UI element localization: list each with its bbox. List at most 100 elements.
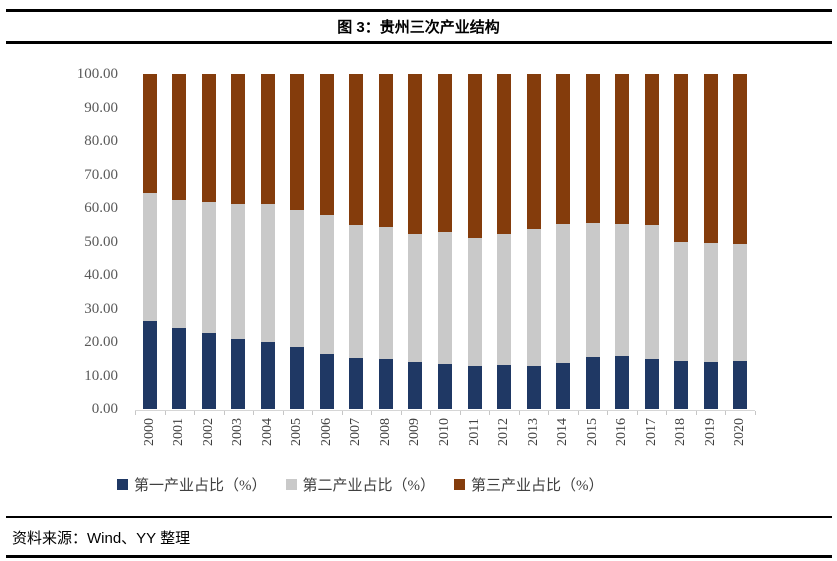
bar-segment-tertiary xyxy=(438,74,452,232)
source-divider xyxy=(6,516,832,518)
bar-segment-tertiary xyxy=(231,74,246,204)
top-divider xyxy=(6,9,832,12)
x-axis-tick xyxy=(400,411,402,415)
y-axis-label: 60.00 xyxy=(84,200,118,216)
y-axis-label: 100.00 xyxy=(76,66,118,82)
x-axis-label-2004: 2004 xyxy=(259,418,275,446)
stacked-bar-2019 xyxy=(703,74,718,409)
chart-title: 图 3：贵州三次产业结构 xyxy=(337,19,500,36)
bar-segment-tertiary xyxy=(201,74,216,203)
bar-segment-primary xyxy=(349,357,364,409)
y-axis-label: 50.00 xyxy=(84,233,118,250)
stacked-bar-2010 xyxy=(438,74,452,409)
x-axis-tick xyxy=(282,411,284,415)
bar-segment-primary xyxy=(556,362,571,409)
stacked-bar-2001 xyxy=(172,74,187,409)
bar-segment-secondary xyxy=(201,202,216,333)
bar-segment-primary xyxy=(231,338,246,409)
x-axis-label-2007: 2007 xyxy=(348,418,364,446)
bar-segment-primary xyxy=(615,355,630,409)
x-axis-tick xyxy=(253,411,255,415)
x-axis-label-2011: 2011 xyxy=(466,418,482,446)
x-axis-tick xyxy=(548,411,550,415)
x-axis-tick xyxy=(164,411,166,415)
legend-swatch-icon xyxy=(285,479,297,490)
x-axis-tick xyxy=(341,411,343,415)
bar-segment-secondary xyxy=(142,192,157,321)
y-axis-label: 30.00 xyxy=(84,300,118,317)
bar-segment-secondary xyxy=(733,244,748,362)
x-axis-label-2009: 2009 xyxy=(407,418,423,446)
x-axis-label-2006: 2006 xyxy=(318,418,334,446)
stacked-bar-2009 xyxy=(408,74,423,409)
bar-segment-tertiary xyxy=(349,74,364,226)
bar-segment-secondary xyxy=(290,209,305,348)
stacked-bar-2007 xyxy=(349,74,364,409)
bar-segment-primary xyxy=(408,362,423,409)
stacked-bar-2013 xyxy=(526,74,541,409)
bar-segment-primary xyxy=(674,361,689,409)
bar-segment-primary xyxy=(438,363,452,409)
x-axis-tick xyxy=(666,411,668,415)
stacked-bar-2018 xyxy=(674,74,689,409)
bar-segment-secondary xyxy=(319,214,334,354)
bar-segment-tertiary xyxy=(378,74,393,228)
x-axis-label-2017: 2017 xyxy=(643,418,659,446)
legend-swatch-icon xyxy=(117,479,128,490)
bar-segment-secondary xyxy=(526,229,541,367)
x-axis-label-2002: 2002 xyxy=(200,418,216,446)
bar-segment-secondary xyxy=(644,224,659,359)
x-axis-label-2005: 2005 xyxy=(289,418,305,446)
legend-swatch-icon xyxy=(454,479,465,490)
x-axis-label-2020: 2020 xyxy=(732,418,748,446)
x-axis-tick xyxy=(312,411,314,415)
stacked-bar-2015 xyxy=(585,74,600,409)
stacked-bar-2000 xyxy=(142,74,157,409)
bar-segment-tertiary xyxy=(644,74,659,225)
y-axis-label: 70.00 xyxy=(84,166,118,183)
bar-segment-secondary xyxy=(349,225,364,358)
bar-segment-primary xyxy=(378,358,393,409)
bar-segment-secondary xyxy=(378,227,393,359)
bar-segment-tertiary xyxy=(674,74,689,242)
bar-segment-tertiary xyxy=(290,74,305,210)
bar-segment-tertiary xyxy=(526,74,541,230)
x-axis-tick xyxy=(371,411,373,415)
y-axis-label: 40.00 xyxy=(84,267,118,283)
bar-segment-primary xyxy=(526,366,541,409)
x-axis-label-2019: 2019 xyxy=(702,418,718,446)
bar-segment-tertiary xyxy=(260,74,275,205)
x-axis-tick xyxy=(725,411,727,415)
bar-segment-secondary xyxy=(231,204,246,339)
y-axis-label: 20.00 xyxy=(84,334,118,350)
x-axis-tick xyxy=(459,411,461,415)
legend-item-tertiary: 第三产业占比（%） xyxy=(454,474,604,495)
x-axis-label-2016: 2016 xyxy=(614,418,630,446)
x-axis-label-2012: 2012 xyxy=(496,418,512,446)
x-axis-tick xyxy=(636,411,638,415)
x-axis-tick xyxy=(489,411,491,415)
bar-segment-tertiary xyxy=(733,74,748,245)
x-axis-label-2013: 2013 xyxy=(525,418,541,446)
legend-label: 第一产业占比（%） xyxy=(134,478,267,494)
stacked-bar-2012 xyxy=(497,74,512,409)
bar-segment-tertiary xyxy=(585,74,600,223)
bar-segment-primary xyxy=(142,320,157,409)
bar-segment-primary xyxy=(319,353,334,409)
x-axis-tick xyxy=(695,411,697,415)
y-axis-label: 90.00 xyxy=(84,99,118,116)
x-axis-tick xyxy=(755,411,756,415)
bar-segment-secondary xyxy=(615,223,630,356)
x-axis-label-2008: 2008 xyxy=(377,418,393,446)
stacked-bar-2016 xyxy=(615,74,630,409)
bar-segment-secondary xyxy=(260,204,275,342)
bar-segment-tertiary xyxy=(172,74,187,200)
x-axis-tick xyxy=(577,411,579,415)
stacked-bar-2020 xyxy=(733,74,748,409)
x-axis-label-2003: 2003 xyxy=(230,418,246,446)
bar-segment-tertiary xyxy=(319,74,334,215)
x-axis-tick xyxy=(607,411,609,415)
x-axis-tick xyxy=(194,411,196,415)
bar-segment-secondary xyxy=(438,231,452,364)
